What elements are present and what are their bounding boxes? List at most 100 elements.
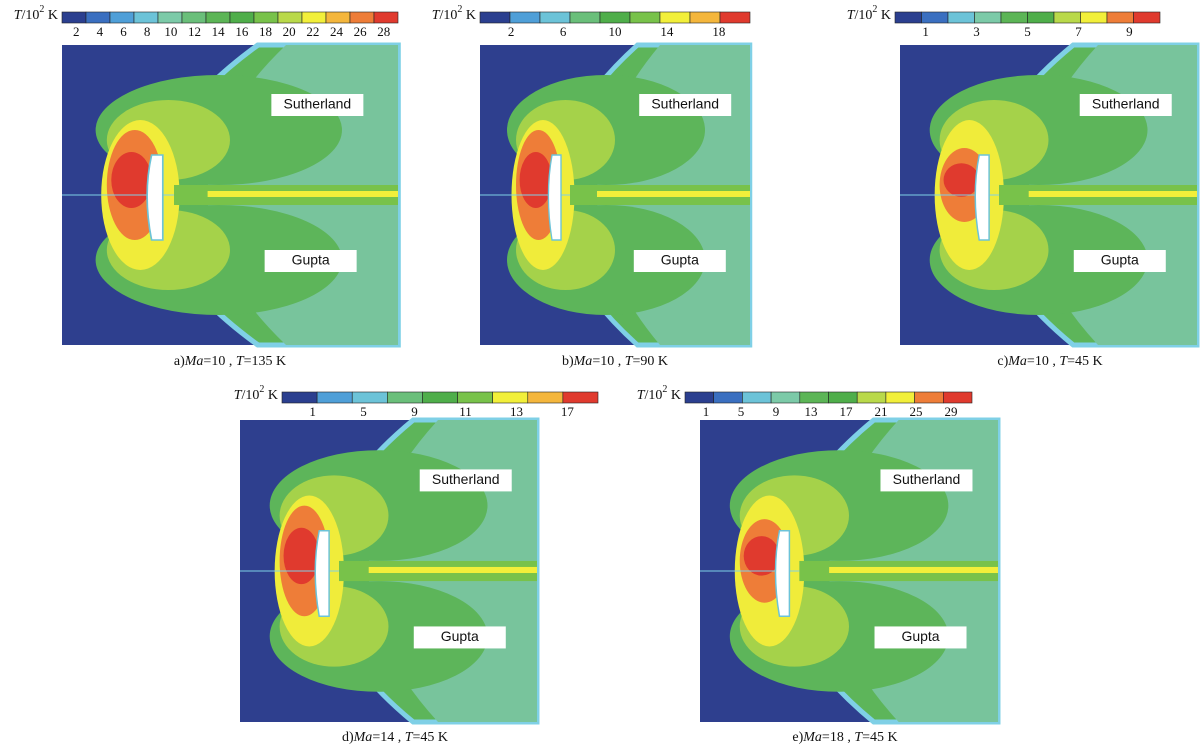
colorbar-segment — [689, 11, 721, 24]
caption-part: T — [405, 730, 414, 745]
colorbar-segment — [713, 391, 743, 404]
colorbar-base: /10 — [644, 388, 662, 403]
colorbar-tick-label: 14 — [660, 24, 674, 39]
region-label-box — [874, 626, 967, 649]
colorbar-segment — [719, 11, 751, 24]
caption-part: =90 K — [633, 354, 669, 369]
temperature-field — [480, 42, 753, 348]
colorbar-segment — [527, 391, 564, 404]
colorbar-exponent: 2 — [662, 384, 667, 395]
colorbar-tick-label: 1 — [922, 24, 929, 39]
colorbar-exponent: 2 — [457, 4, 462, 15]
colorbar-segment — [387, 391, 423, 404]
colorbar-tick-label: 22 — [306, 24, 319, 39]
colorbar-unit: K — [44, 8, 58, 23]
colorbar-segment — [828, 391, 858, 404]
colorbar-base: /10 — [241, 388, 259, 403]
temperature-field — [62, 42, 401, 348]
colorbar-title: T/102 K — [432, 4, 476, 23]
caption-part: Ma — [353, 730, 373, 745]
colorbar-segment — [885, 391, 915, 404]
panel: T/102 K1 5 9 13 17 21 25 29SutherlandGuptae)Ma=… — [637, 384, 1001, 745]
colorbar-title: T/102 K — [14, 4, 58, 23]
colorbar-segment — [133, 11, 159, 24]
colorbar-tick-label: 7 — [1075, 24, 1082, 39]
caption-part: T — [854, 730, 863, 745]
colorbar-segment — [1080, 11, 1108, 24]
colorbar-tick-label: 5 — [360, 404, 367, 419]
caption-part: Ma — [1007, 354, 1027, 369]
caption-part: =14 , — [372, 730, 404, 745]
region-label: Sutherland — [1092, 96, 1160, 112]
temperature-field — [900, 42, 1200, 348]
colorbar-segment — [770, 391, 801, 404]
region-label-box — [271, 94, 364, 116]
temperature-field — [700, 417, 1001, 725]
colorbar-tick-label: 10 — [164, 24, 177, 39]
caption-label: a) — [174, 354, 185, 369]
caption: e)Ma=18 , T=45 K — [792, 730, 897, 745]
colorbar-segment — [85, 11, 111, 24]
colorbar-tick-label: 6 — [120, 24, 127, 39]
colorbar-segment — [569, 11, 601, 24]
colorbar-exponent: 2 — [872, 4, 877, 15]
hot-red — [743, 536, 780, 576]
colorbar-segment — [205, 11, 231, 24]
colorbar-segment — [325, 11, 351, 24]
colorbar-var: T — [847, 8, 856, 23]
colorbar-segment — [351, 391, 388, 404]
colorbar-base: /10 — [439, 8, 457, 23]
colorbar-segment — [856, 391, 887, 404]
colorbar-segment — [479, 11, 511, 24]
colorbar-segment — [316, 391, 353, 404]
colorbar-tick-label: 9 — [773, 404, 780, 419]
body — [974, 154, 990, 241]
region-label: Gupta — [292, 252, 330, 268]
caption: d)Ma=14 , T=45 K — [342, 730, 448, 745]
caption-label: d) — [342, 730, 354, 745]
colorbar-title: T/102 K — [847, 4, 891, 23]
colorbar-segment — [509, 11, 541, 24]
colorbar-tick-label: 5 — [738, 404, 745, 419]
colorbar-tick-label: 18 — [712, 24, 725, 39]
colorbar-unit: K — [264, 388, 278, 403]
caption-part: =18 , — [822, 730, 854, 745]
region-label-box — [413, 626, 506, 649]
colorbar-tick-label: 6 — [560, 24, 567, 39]
colorbar-segment — [942, 391, 973, 404]
colorbar-segment — [921, 11, 949, 24]
colorbar-tick-label: 3 — [973, 24, 980, 39]
colorbar-tick-label: 8 — [144, 24, 151, 39]
colorbar-tick-label: 17 — [561, 404, 575, 419]
colorbar-unit: K — [877, 8, 891, 23]
colorbar-tick-label: 13 — [805, 404, 818, 419]
colorbar-segment — [157, 11, 183, 24]
caption-part: Ma — [573, 354, 593, 369]
colorbar-segment — [181, 11, 207, 24]
colorbar-segment — [539, 11, 571, 24]
region-label: Sutherland — [432, 471, 500, 487]
region-label: Gupta — [1101, 252, 1139, 268]
region-label-box — [639, 94, 732, 116]
colorbar-segment — [599, 11, 631, 24]
region-label-box — [264, 250, 357, 272]
body — [774, 529, 791, 618]
colorbar-segment — [373, 11, 399, 24]
colorbar-var: T — [14, 8, 23, 23]
colorbar-tick-label: 12 — [188, 24, 201, 39]
colorbar-segment — [1053, 11, 1081, 24]
colorbar-segment — [947, 11, 975, 24]
hot-red — [943, 163, 980, 197]
caption: b)Ma=10 , T=90 K — [562, 354, 668, 369]
colorbar-segment — [894, 11, 922, 24]
colorbar-tick-label: 14 — [212, 24, 226, 39]
colorbar-segment — [229, 11, 255, 24]
colorbar-tick-label: 5 — [1024, 24, 1031, 39]
colorbar-tick-label: 13 — [510, 404, 523, 419]
region-label: Sutherland — [893, 471, 961, 487]
caption-part: =45 K — [862, 730, 898, 745]
colorbar-tick-label: 11 — [459, 404, 472, 419]
colorbar-tick-label: 1 — [703, 404, 710, 419]
caption-label: c) — [997, 354, 1008, 369]
panel: T/102 K 1 5 9 11 13 17 Sutherland Gupta d)Ma=14 ,… — [234, 384, 599, 745]
